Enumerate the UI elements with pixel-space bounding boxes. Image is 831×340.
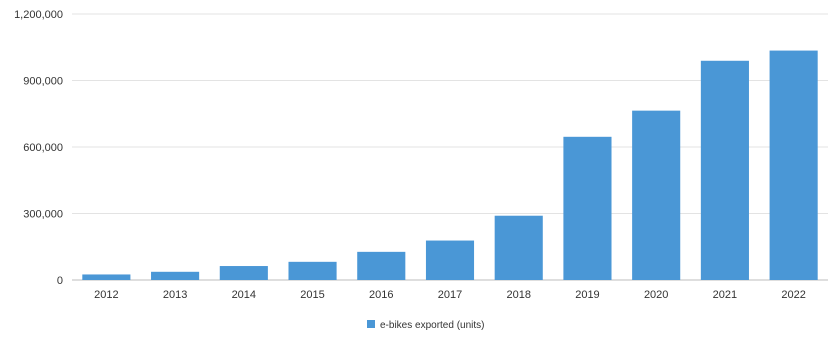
bar-2019 <box>563 136 612 280</box>
x-tick-label: 2022 <box>781 289 805 301</box>
legend-swatch <box>367 320 375 328</box>
x-tick-label: 2014 <box>232 289 256 301</box>
x-tick-label: 2016 <box>369 289 393 301</box>
bar-2020 <box>632 110 681 280</box>
legend: e-bikes exported (units) <box>367 320 485 331</box>
bar-2015 <box>288 261 337 280</box>
bar-2018 <box>494 215 543 280</box>
x-tick-label: 2020 <box>644 289 668 301</box>
x-tick-label: 2021 <box>713 289 737 301</box>
x-tick-label: 2017 <box>438 289 462 301</box>
x-tick-label: 2012 <box>94 289 118 301</box>
bar-2014 <box>219 266 268 280</box>
y-axis-ticks: 0 300,000 600,000 900,000 1,200,000 <box>14 9 63 287</box>
y-tick-label: 900,000 <box>23 76 63 88</box>
bar-2012 <box>82 274 131 280</box>
bar-2017 <box>425 240 475 280</box>
x-tick-label: 2018 <box>506 289 530 301</box>
legend-label: e-bikes exported (units) <box>380 320 485 331</box>
x-tick-label: 2015 <box>300 289 324 301</box>
x-tick-label: 2019 <box>575 289 599 301</box>
bar-2021 <box>700 60 749 280</box>
bar-2022 <box>769 50 818 281</box>
bars <box>82 50 818 281</box>
y-tick-label: 600,000 <box>23 142 63 154</box>
y-tick-label: 0 <box>57 275 63 287</box>
y-tick-label: 300,000 <box>23 209 63 221</box>
y-tick-label: 1,200,000 <box>14 9 63 21</box>
bar-2013 <box>151 271 200 280</box>
x-axis-ticks: 2012 2013 2014 2015 2016 2017 2018 2019 2020 2021… <box>94 289 806 301</box>
bar-2016 <box>357 251 406 280</box>
x-tick-label: 2013 <box>163 289 187 301</box>
